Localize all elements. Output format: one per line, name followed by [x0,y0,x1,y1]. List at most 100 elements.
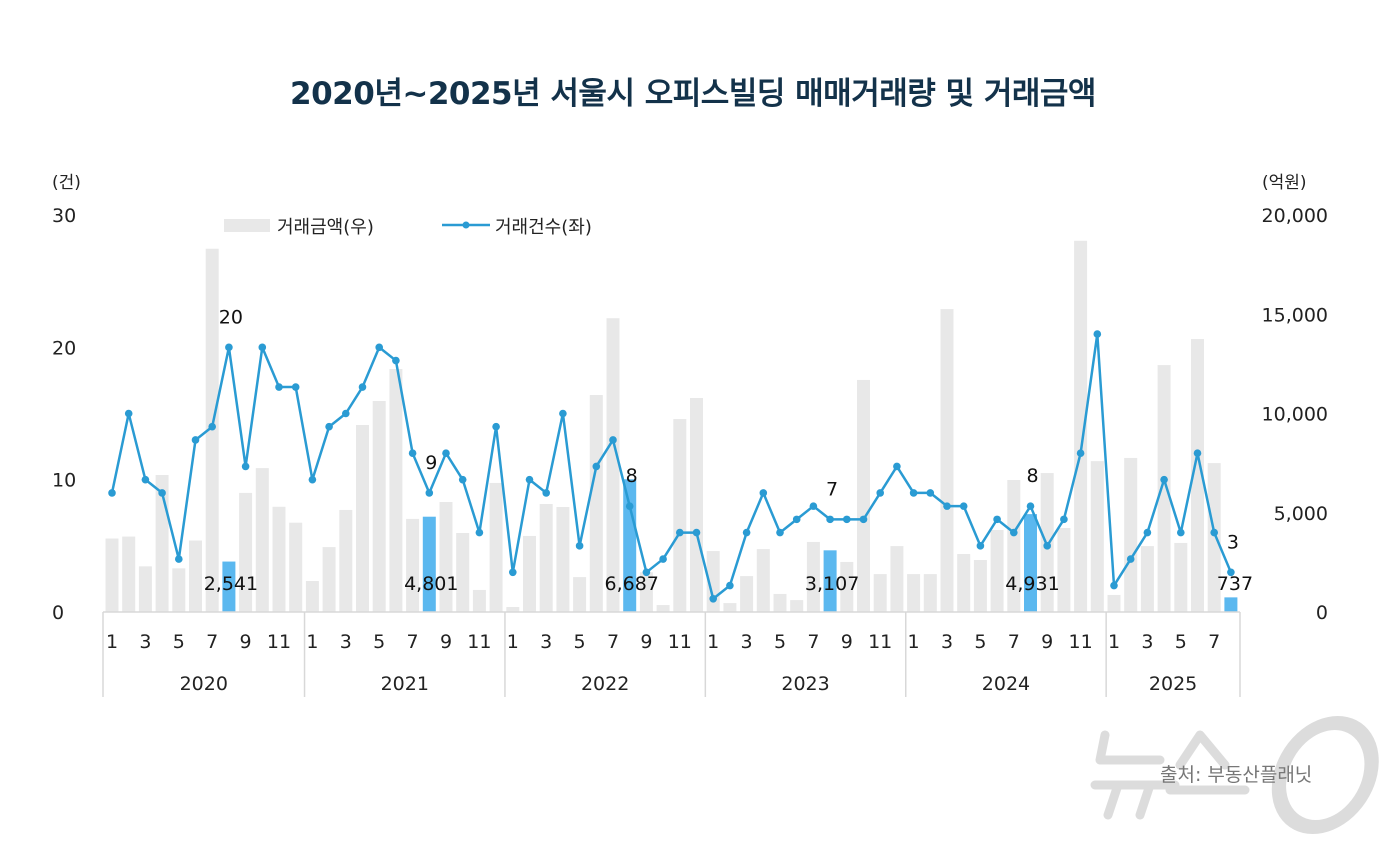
count-point [1126,555,1135,563]
month-tick: 9 [841,631,853,653]
month-tick: 9 [1041,631,1053,653]
source-note: 출처: 부동산플래닛 [1160,764,1313,786]
count-point [542,489,550,497]
month-tick: 11 [267,631,291,653]
count-point [1043,542,1051,550]
count-data-label: 8 [1026,465,1038,487]
bar [456,532,470,612]
count-point [325,422,333,431]
bar [1174,542,1188,612]
bar [122,536,136,612]
count-point [609,436,617,444]
count-point [1076,449,1085,458]
count-point [1010,528,1018,537]
count-point [826,515,834,524]
bar [873,574,887,612]
count-point [1143,528,1152,537]
bar [740,576,754,612]
left-axis-tick: 30 [52,205,76,227]
bar [138,566,152,612]
bar [1140,546,1154,612]
left-axis-tick: 0 [52,602,64,624]
month-tick: 1 [908,631,920,653]
year-label: 2021 [381,673,429,695]
bar [239,492,253,612]
bar [1090,461,1104,612]
bar [606,318,620,612]
bar [556,506,570,612]
bar [172,568,186,612]
month-tick: 9 [640,631,652,653]
bar [890,546,904,612]
count-point [275,383,283,391]
month-tick: 3 [340,631,352,653]
count-point [475,528,484,537]
count-point [124,409,133,418]
bar [305,581,319,612]
bar [656,605,670,612]
bar [990,530,1004,612]
count-point [392,356,400,365]
bar [1124,457,1138,612]
count-point [108,489,116,497]
month-tick: 9 [240,631,252,653]
month-tick: 1 [1108,631,1120,653]
amount-data-label: 4,931 [1005,573,1059,595]
count-point [943,502,951,510]
count-point [208,422,216,431]
year-label: 2022 [581,673,629,695]
count-point [241,462,250,471]
count-point [175,555,183,563]
count-point [1193,449,1202,458]
count-point [492,422,500,431]
count-data-label: 8 [626,465,638,487]
right-axis-tick: 5,000 [1274,503,1328,525]
bar [1007,479,1021,612]
month-tick: 11 [668,631,692,653]
amount-data-label: 2,541 [204,573,258,595]
bar [105,538,119,612]
count-point [342,409,350,418]
month-tick: 11 [467,631,491,653]
bar [339,509,353,612]
count-point [1093,330,1102,338]
month-tick: 3 [139,631,151,653]
month-tick: 3 [741,631,753,653]
left-axis-tick: 20 [52,337,76,359]
bar-highlight [1024,514,1037,612]
count-point [358,383,367,391]
month-tick: 11 [868,631,892,653]
month-tick: 5 [1175,631,1187,653]
count-point [893,462,901,471]
count-point [909,489,918,497]
count-point [625,502,634,510]
count-point [408,449,417,458]
month-tick: 7 [407,631,419,653]
count-point [308,475,317,484]
right-axis-tick: 10,000 [1262,404,1328,426]
bar [690,398,703,612]
count-point [792,515,801,524]
year-label: 2020 [180,673,228,695]
count-point [809,502,818,510]
year-label: 2024 [982,673,1030,695]
left-axis-unit: (건) [52,173,81,193]
bar [255,468,269,612]
year-label: 2023 [781,673,829,695]
bar [857,379,870,612]
count-data-label: 7 [826,478,838,500]
count-point [291,383,300,391]
month-tick: 3 [540,631,552,653]
bar [389,369,403,612]
count-point [158,489,166,497]
bar-highlight [623,479,637,612]
chart-title: 2020년~2025년 서울시 오피스빌딩 매매거래량 및 거래금액 [290,76,1096,112]
bar [506,607,520,612]
legend-bar-swatch [224,219,270,232]
count-point [1110,581,1118,590]
bar [957,554,971,612]
bar [589,395,603,612]
left-axis-tick: 10 [52,470,76,492]
month-tick: 3 [941,631,953,653]
legend-line-label: 거래건수(좌) [495,217,592,238]
